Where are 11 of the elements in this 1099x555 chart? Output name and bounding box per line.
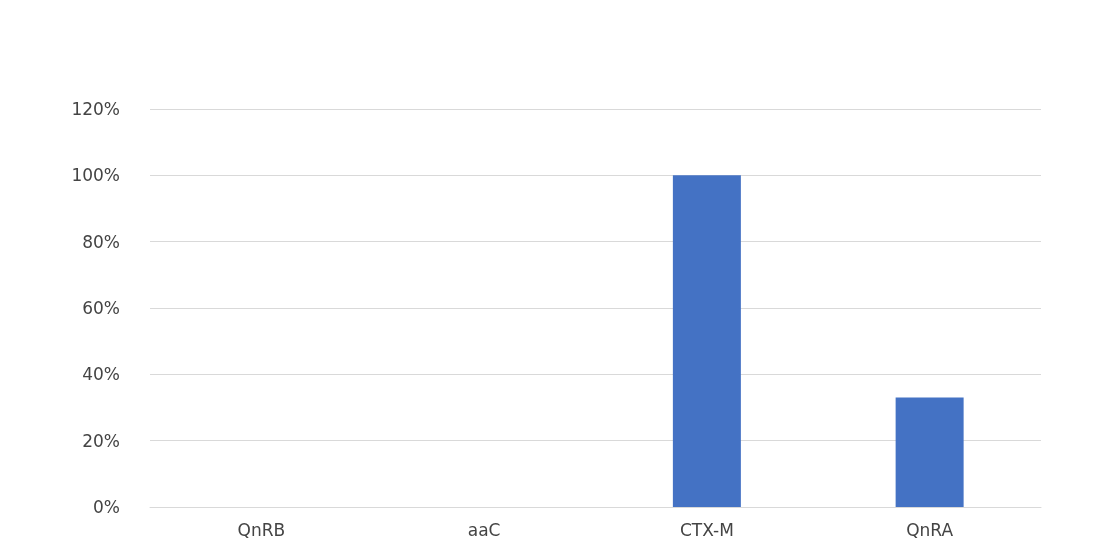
y-tick-label: 120% <box>71 99 120 119</box>
y-tick-label: 60% <box>82 298 120 318</box>
y-tick-label: 40% <box>82 364 120 385</box>
y-tick-label: 80% <box>82 231 120 252</box>
x-tick-label: aaC <box>467 519 501 540</box>
x-tick-label: CTX-M <box>679 519 734 540</box>
y-tick-label: 20% <box>82 430 120 451</box>
y-tick-label: 100% <box>71 165 120 186</box>
x-tick-label: QnRA <box>906 519 954 540</box>
y-tick-label: 0% <box>93 497 120 517</box>
x-tick-label: QnRB <box>237 519 286 540</box>
